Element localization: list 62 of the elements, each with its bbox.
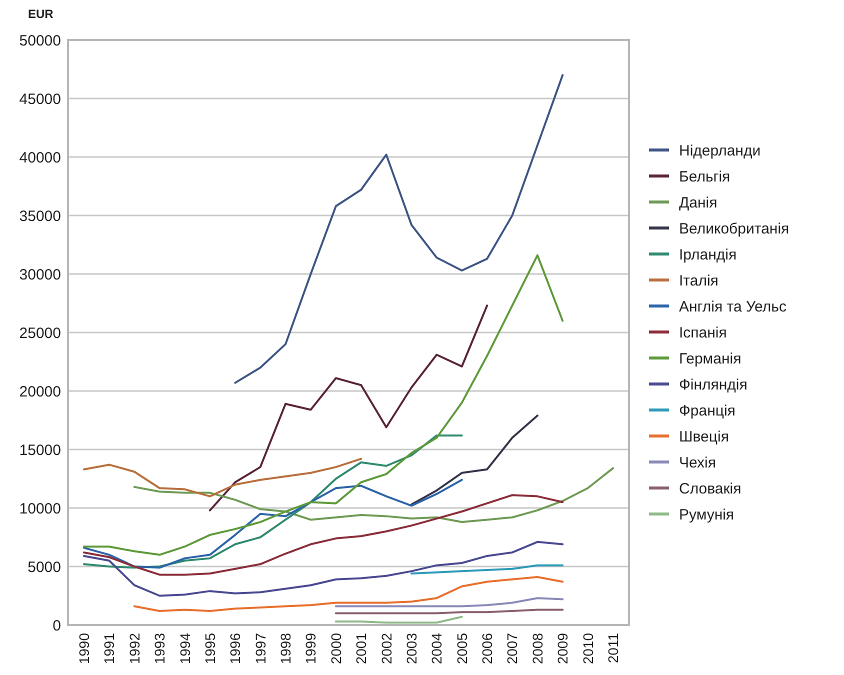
line-series — [83, 478, 463, 569]
line-series — [334, 597, 564, 608]
x-tick-label: 2007 — [504, 632, 520, 664]
legend-label: Бельгія — [679, 168, 730, 186]
line-series — [234, 74, 564, 384]
legend-label: Іспанія — [679, 324, 727, 342]
legend-label: Великобританія — [679, 220, 790, 238]
x-tick-label: 2010 — [580, 632, 596, 664]
legend-label: Фінляндія — [679, 376, 748, 394]
x-tick-label: 1999 — [302, 632, 319, 664]
legend-label: Германія — [679, 350, 742, 368]
line-series — [83, 458, 362, 498]
legend-label: Данія — [679, 194, 718, 212]
line-series — [410, 564, 564, 575]
x-tick-label: 2002 — [378, 632, 394, 664]
x-tick-label: 1991 — [101, 632, 118, 664]
line-series — [208, 304, 488, 512]
legend-label: Ірландія — [679, 246, 737, 264]
x-tick-label: 1992 — [126, 632, 142, 664]
legend-label: Швеція — [679, 428, 729, 446]
line-series — [133, 467, 614, 524]
x-tick-label: 1998 — [278, 632, 294, 664]
line-series — [83, 254, 564, 556]
y-tick-label: 40000 — [19, 149, 61, 166]
y-tick-label: 30000 — [19, 266, 61, 284]
y-axis-title: EUR — [28, 7, 54, 21]
x-tick-label: 2001 — [353, 632, 370, 664]
x-tick-label: 2009 — [554, 632, 571, 664]
legend-label: Нідерланди — [679, 142, 761, 160]
line-series — [410, 414, 538, 506]
x-tick-label: 2008 — [529, 632, 546, 664]
legend-label: Румунія — [679, 506, 734, 524]
legend-label: Італія — [679, 272, 718, 290]
x-tick-label: 1997 — [252, 632, 268, 664]
y-tick-label: 45000 — [19, 90, 61, 108]
y-tick-label: 15000 — [19, 442, 61, 459]
y-tick-label: 10000 — [19, 500, 61, 518]
y-tick-label: 25000 — [19, 324, 61, 342]
x-tick-label: 1996 — [227, 632, 244, 664]
x-tick-label: 2006 — [479, 632, 496, 664]
legend-label: Франція — [679, 402, 736, 420]
x-tick-label: 1994 — [176, 632, 193, 664]
x-tick-label: 1990 — [76, 632, 92, 664]
y-tick-label: 5000 — [28, 558, 61, 576]
legend-label: Словакія — [679, 480, 742, 498]
x-tick-label: 2004 — [428, 632, 445, 664]
line-series — [133, 576, 564, 612]
x-tick-label: 1993 — [152, 632, 168, 664]
x-tick-label: 2005 — [454, 632, 470, 664]
y-tick-label: 35000 — [19, 208, 61, 225]
x-tick-label: 2000 — [328, 632, 344, 664]
y-tick-label: 0 — [52, 617, 61, 634]
x-tick-label: 2011 — [605, 632, 621, 664]
line-series — [83, 540, 564, 597]
line-series — [83, 434, 463, 569]
y-tick-label: 50000 — [19, 32, 61, 50]
x-tick-label: 2003 — [403, 632, 420, 664]
y-tick-label: 20000 — [19, 383, 61, 400]
line-series — [83, 494, 564, 576]
legend-label: Англія та Уельс — [679, 298, 787, 316]
x-tick-label: 1995 — [202, 632, 218, 664]
legend-label: Чехія — [679, 454, 716, 472]
